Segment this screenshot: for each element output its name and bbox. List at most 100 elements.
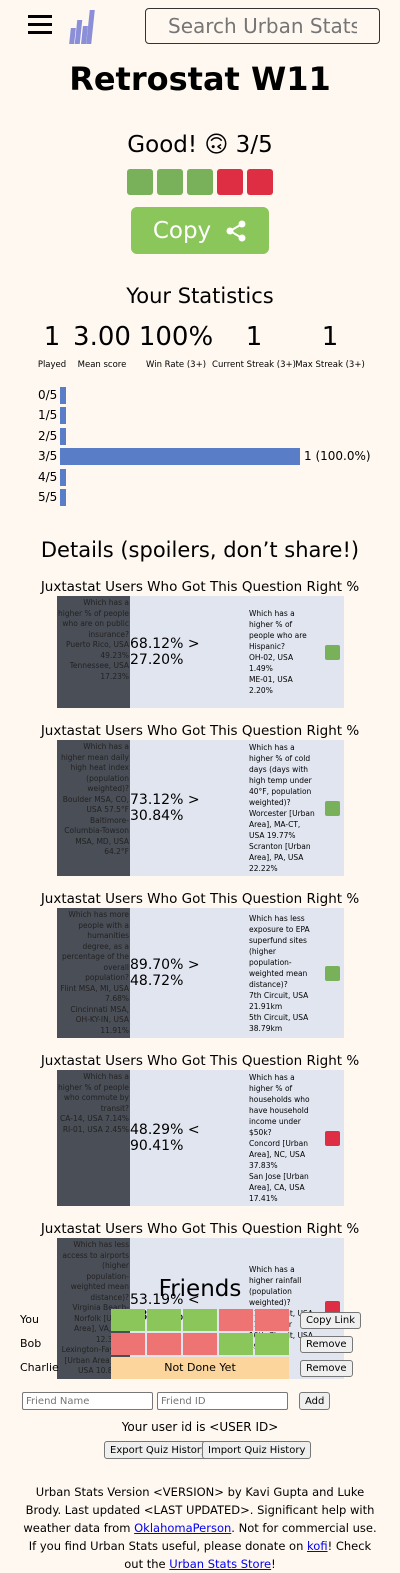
question-right: Which has a higher % of people who are H… xyxy=(247,596,320,708)
question-header: Juxtastat Users Who Got This Question Ri… xyxy=(40,579,360,595)
stat-value: 3.00 xyxy=(73,322,131,352)
friend-result xyxy=(183,1309,217,1331)
distribution-value-label: 1 (100.0%) xyxy=(304,449,371,464)
friend-result xyxy=(111,1333,145,1355)
question-header: Juxtastat Users Who Got This Question Ri… xyxy=(40,1053,360,1069)
question-header: Juxtastat Users Who Got This Question Ri… xyxy=(40,723,360,739)
question-right: Which has less exposure to EPA superfund… xyxy=(247,908,320,1038)
question-left-text: Flint MSA, MI, USA 7.68% xyxy=(60,983,129,1004)
result-square xyxy=(324,1130,340,1146)
result-square xyxy=(127,169,153,195)
menu-bar xyxy=(28,31,52,34)
logo-bar xyxy=(86,10,95,44)
footer: Urban Stats Version <VERSION> by Kavi Gu… xyxy=(18,1483,382,1573)
distribution-bar xyxy=(60,407,66,425)
distribution-bar xyxy=(60,448,300,466)
footer-link[interactable]: Urban Stats Store xyxy=(169,1557,272,1571)
stat-value: 100% xyxy=(138,322,214,352)
question-result xyxy=(320,908,344,1038)
question-left: Which has a higher % of people who are o… xyxy=(57,596,130,708)
friend-name: Charlie xyxy=(20,1361,59,1374)
friend-status: Not Done Yet xyxy=(111,1357,289,1379)
question-left-text: Baltimore-Columbia-Towson MSA, MD, USA 6… xyxy=(64,815,129,857)
distribution-bar xyxy=(60,427,66,445)
question-header: Juxtastat Users Who Got This Question Ri… xyxy=(40,1221,360,1237)
question-score: 73.12% > 30.84% xyxy=(130,792,200,824)
distribution-label: 5/5 xyxy=(38,490,58,504)
result-square xyxy=(324,800,340,816)
question-panel: Which has a higher % of people who are o… xyxy=(57,596,344,708)
footer-text: ! xyxy=(271,1557,276,1571)
add-button[interactable]: Add xyxy=(299,1392,331,1410)
menu-bar xyxy=(28,23,52,26)
question-right-text: Which has less exposure to EPA superfund… xyxy=(249,913,310,989)
question-header: Juxtastat Users Who Got This Question Ri… xyxy=(40,891,360,907)
details-title: Details (spoilers, don’t share!) xyxy=(40,538,360,562)
import-button[interactable]: Import Quiz History xyxy=(202,1441,312,1459)
question-left: Which has a higher % of people who commu… xyxy=(57,1070,130,1206)
distribution-bar xyxy=(60,387,66,404)
question-score: 68.12% > 27.20% xyxy=(130,636,200,668)
friend-result xyxy=(255,1309,289,1331)
distribution-label: 3/5 xyxy=(38,449,58,464)
question-right-text: 7th Circuit, USA 21.91km xyxy=(249,990,309,1011)
friend-button[interactable]: Remove xyxy=(300,1360,353,1377)
question-right-text: 5th Circuit, USA 38.79km xyxy=(249,1012,309,1033)
question-left-text: CA-14, USA 7.14% xyxy=(60,1114,129,1123)
friend-result xyxy=(219,1333,253,1355)
distribution-label: 1/5 xyxy=(38,408,58,423)
question-right-text: Concord [Urban Area], NC, USA 37.83% xyxy=(249,1139,308,1170)
search-box[interactable] xyxy=(145,8,380,44)
menu-button[interactable] xyxy=(28,15,52,35)
menu-bar xyxy=(28,15,52,18)
friend-result xyxy=(111,1309,145,1331)
result-square xyxy=(187,169,213,195)
question-right: Which has a higher % of cold days (days … xyxy=(247,740,320,876)
page-title: Retrostat W11 xyxy=(69,60,331,98)
result-square xyxy=(247,169,273,195)
question-left-text: Boulder MSA, CO, USA 57.5°F xyxy=(62,794,129,815)
footer-text: Urban Stats Version <VERSION> by Kavi Gu… xyxy=(23,1485,375,1535)
question-right-text: Scranton [Urban Area], PA, USA 22.22% xyxy=(249,842,311,873)
friend-result xyxy=(183,1333,217,1355)
question-left-text: Which has a higher % of people who are o… xyxy=(58,598,129,639)
footer-link[interactable]: OklahomaPerson xyxy=(134,1521,232,1535)
friend-button[interactable]: Copy Link xyxy=(300,1312,362,1329)
question-right-text: Worcester [Urban Area], MA-CT, USA 19.77… xyxy=(249,809,315,840)
stat-label: Played xyxy=(37,360,67,370)
question-left-text: Which has more people with a humanities … xyxy=(61,910,129,982)
export-button[interactable]: Export Quiz History xyxy=(104,1441,213,1459)
friend-result xyxy=(219,1309,253,1331)
question-right-text: ME-01, USA 2.20% xyxy=(249,675,293,695)
question-left-text: Puerto Rico, USA 49.23% xyxy=(65,640,129,660)
user-id: Your user id is <USER ID> xyxy=(121,1420,279,1434)
stat-value: 1 xyxy=(245,322,263,352)
question-right-text: OH-02, USA 1.49% xyxy=(249,653,294,673)
question-left-text: Cincinnati MSA, OH-KY-IN, USA 11.91% xyxy=(70,1004,129,1035)
question-left-text: RI-01, USA 2.45% xyxy=(62,1124,129,1134)
copy-label: Copy xyxy=(152,217,212,244)
question-right-text: Which has a higher % of people who are H… xyxy=(249,609,307,651)
share-icon xyxy=(226,220,246,241)
question-result xyxy=(320,740,344,876)
stat-label: Max Streak (3+) xyxy=(295,360,365,370)
footer-text: . Not for commercial use. If you find Ur… xyxy=(28,1521,377,1553)
question-score: 89.70% > 48.72% xyxy=(130,957,200,989)
logo[interactable] xyxy=(69,10,95,44)
stat-label: Win Rate (3+) xyxy=(145,360,207,370)
friend-name-input[interactable] xyxy=(22,1392,153,1410)
friends-title: Friends xyxy=(158,1276,242,1302)
question-panel: Which has more people with a humanities … xyxy=(57,908,344,1038)
stat-value: 1 xyxy=(43,322,61,352)
question-left: Which has less access to airports (highe… xyxy=(57,1238,130,1379)
copy-button[interactable]: Copy xyxy=(131,207,269,254)
question-score: 48.29% < 90.41% xyxy=(130,1122,200,1154)
question-result xyxy=(320,1070,344,1206)
question-left-text: Which has less access to airports (highe… xyxy=(62,1240,129,1302)
question-left: Which has a higher mean daily high heat … xyxy=(57,740,130,876)
friend-button[interactable]: Remove xyxy=(300,1336,353,1353)
result-square xyxy=(324,644,340,660)
friend-id-input[interactable] xyxy=(157,1392,288,1410)
footer-link[interactable]: kofi xyxy=(307,1539,328,1553)
